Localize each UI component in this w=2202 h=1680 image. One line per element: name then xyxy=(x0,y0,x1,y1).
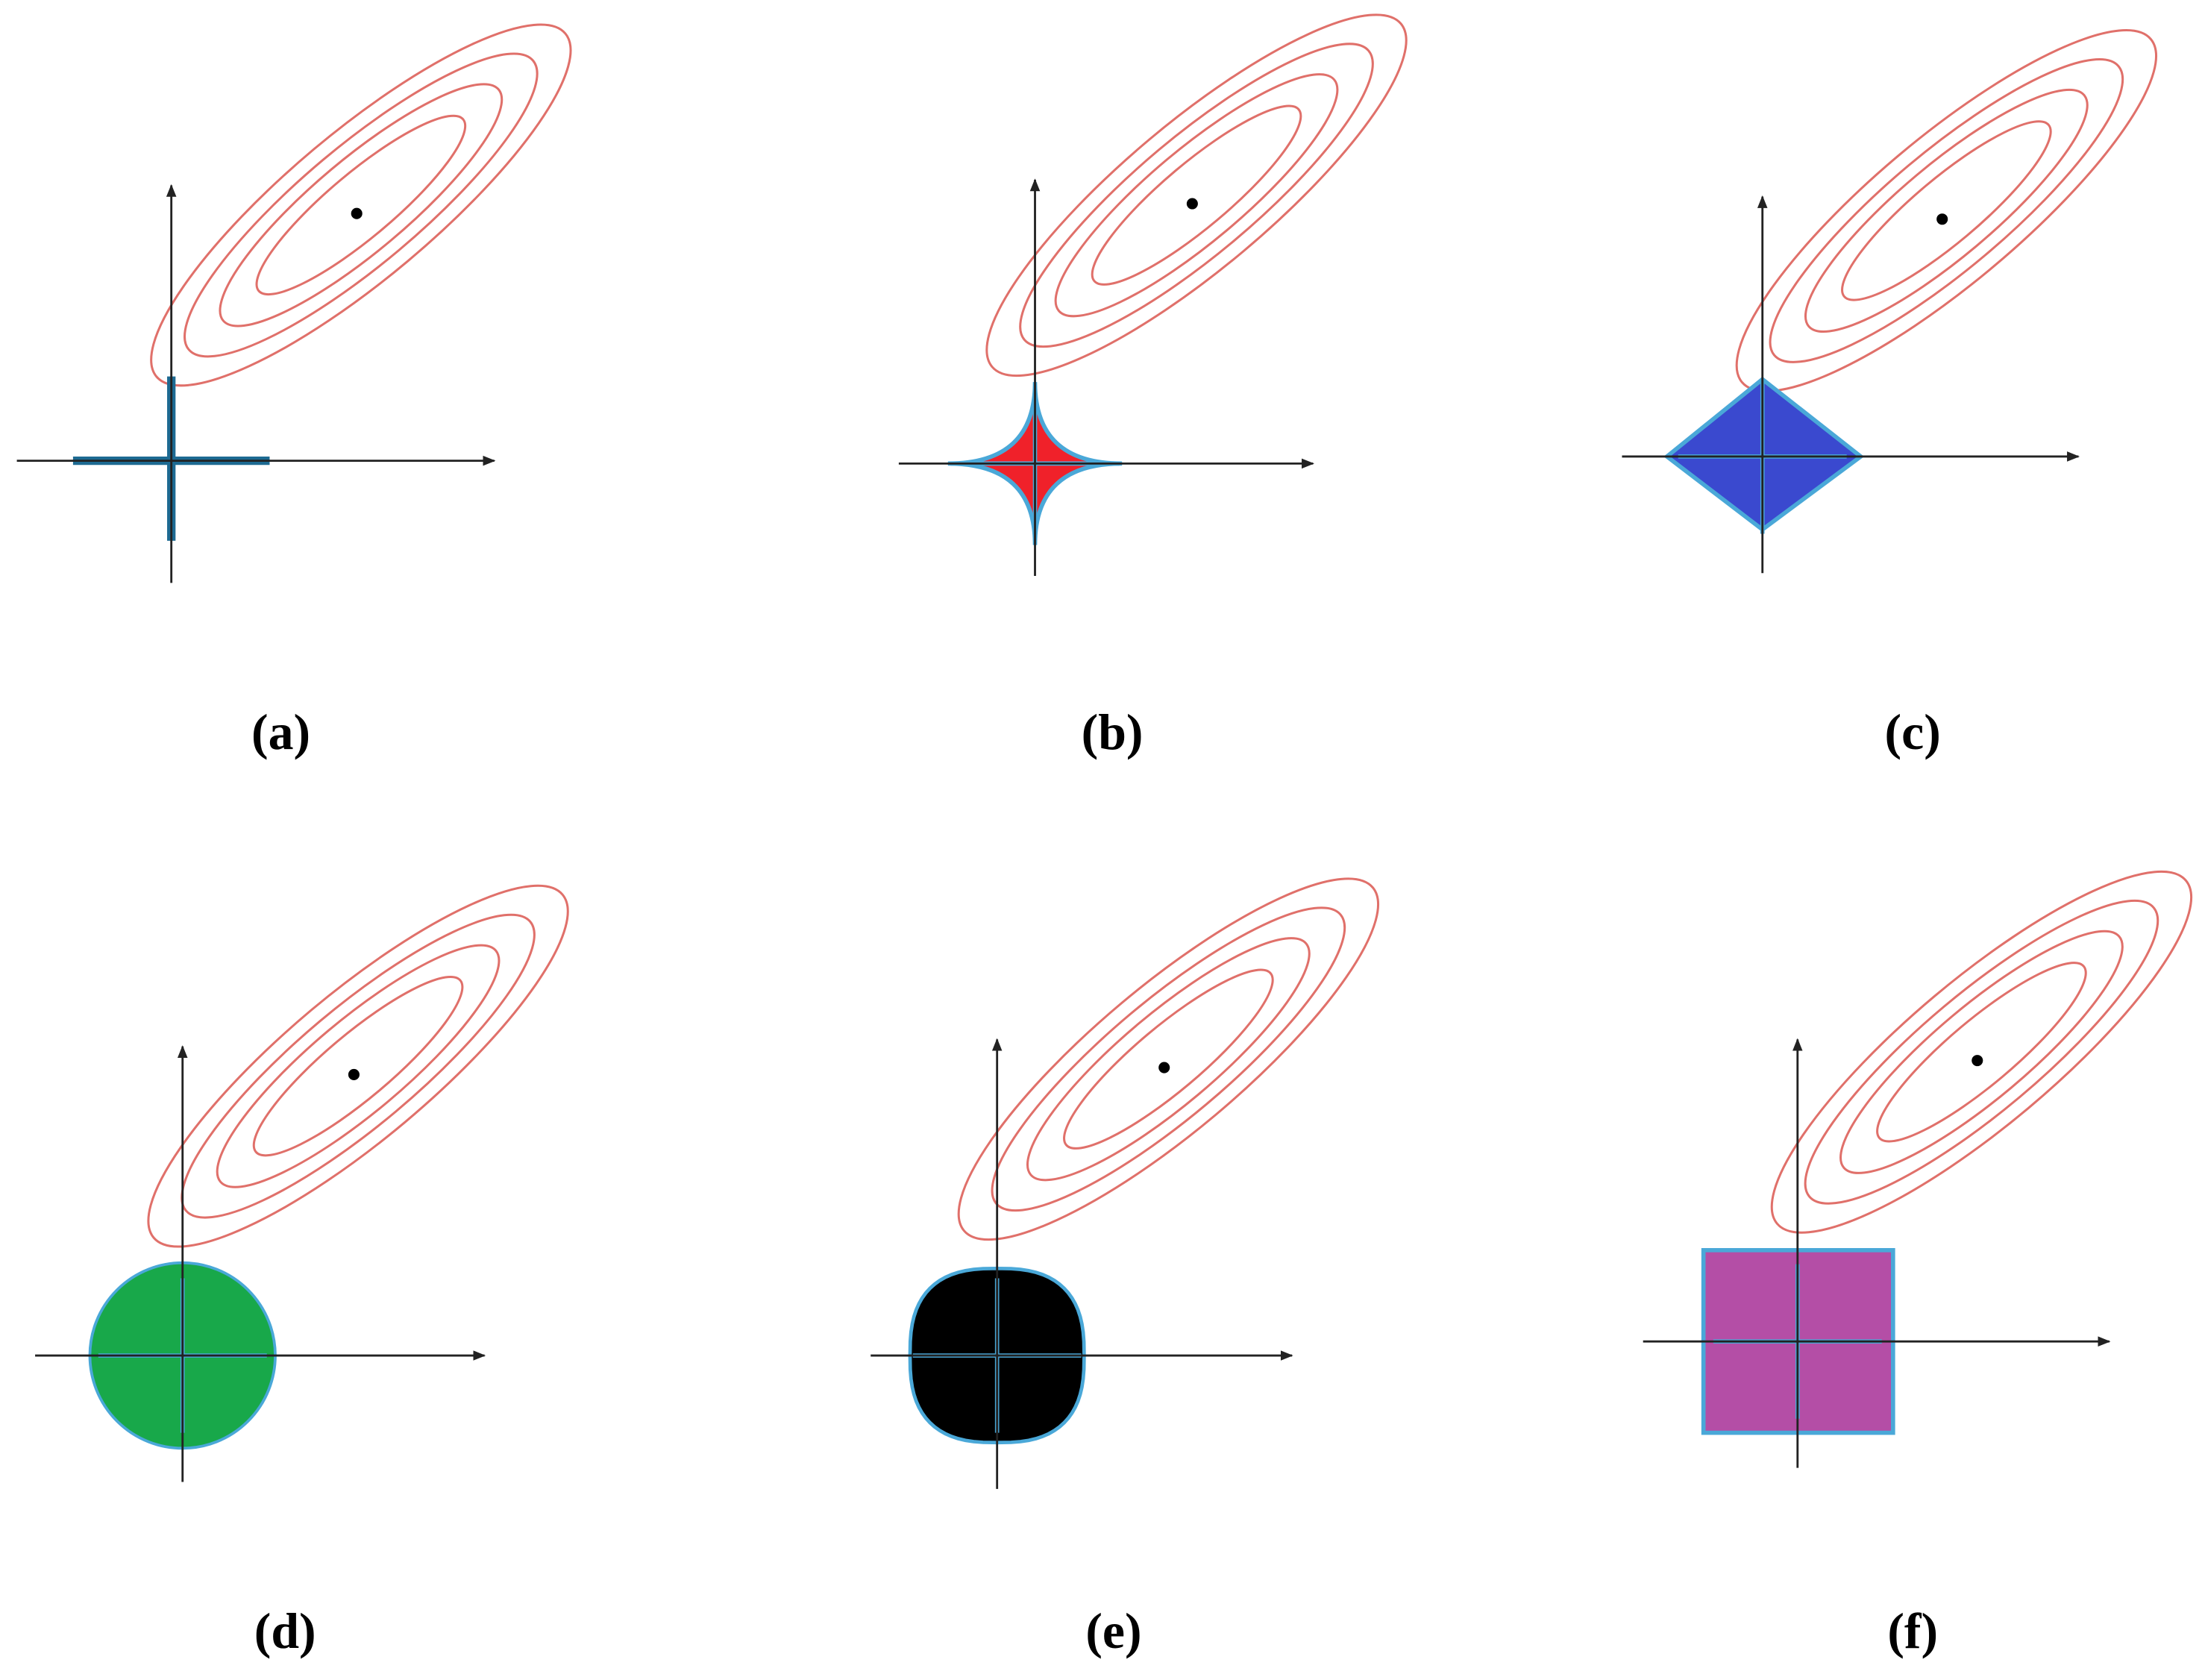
panel: (d) xyxy=(35,884,569,1659)
contour xyxy=(1876,962,2087,1143)
contour xyxy=(1063,968,1274,1150)
optimum-dot xyxy=(348,1068,360,1080)
contour xyxy=(1026,937,1311,1182)
contour xyxy=(985,13,1408,377)
optimum-dot xyxy=(1972,1055,1983,1067)
contour xyxy=(1839,930,2124,1174)
contour xyxy=(1735,29,2158,392)
panel: (b) xyxy=(898,13,1408,760)
panel-label: (d) xyxy=(254,1603,316,1659)
contour xyxy=(252,975,464,1157)
contour xyxy=(1770,870,2193,1234)
panel: (e) xyxy=(871,877,1380,1659)
optimum-dot xyxy=(1936,213,1948,225)
panel: (a) xyxy=(16,23,572,760)
contour xyxy=(1804,899,2159,1205)
contour xyxy=(1804,88,2089,333)
panel-label: (b) xyxy=(1082,704,1144,760)
contour xyxy=(181,913,536,1219)
optimum-dot xyxy=(1186,198,1198,210)
panel-label: (c) xyxy=(1885,704,1941,760)
contour xyxy=(957,877,1380,1241)
contour xyxy=(150,23,572,387)
contour xyxy=(991,906,1346,1212)
contour xyxy=(1054,73,1339,318)
contour xyxy=(255,114,467,296)
optimum-dot xyxy=(1158,1062,1170,1073)
contour xyxy=(219,83,504,327)
panel: (c) xyxy=(1622,29,2158,760)
panel-label: (e) xyxy=(1085,1603,1141,1659)
panel-label: (a) xyxy=(251,704,310,760)
panel: (f) xyxy=(1643,870,2193,1659)
panel-label: (f) xyxy=(1887,1603,1938,1659)
optimum-dot xyxy=(351,207,363,219)
contour xyxy=(1769,58,2124,363)
contour xyxy=(1091,104,1302,286)
contour xyxy=(216,944,501,1188)
contour xyxy=(1841,120,2052,301)
contour xyxy=(184,52,539,358)
contour xyxy=(1019,43,1374,348)
contour xyxy=(147,884,569,1248)
